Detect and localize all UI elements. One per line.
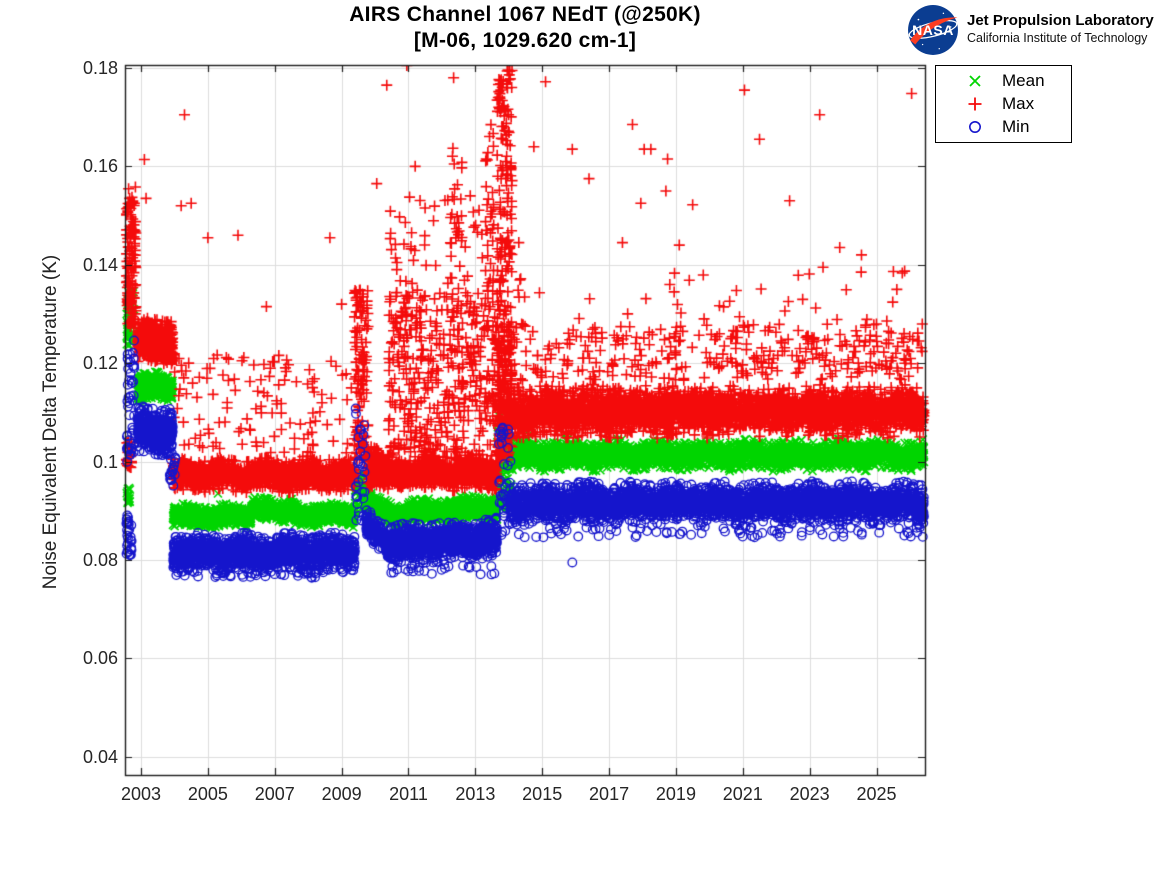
min-circle-marker-icon: [969, 120, 981, 133]
chart-title-line1: AIRS Channel 1067 NEdT (@250K): [349, 3, 701, 26]
x-tick-label: 2021: [722, 784, 763, 804]
svg-text:NASA: NASA: [912, 22, 954, 38]
x-tick-label: 2015: [522, 784, 563, 804]
legend-label-max: Max: [1002, 93, 1035, 113]
x-tick-label: 2011: [389, 784, 428, 804]
y-tick-label: 0.12: [82, 353, 118, 374]
y-tick-label: 0.04: [82, 746, 118, 767]
legend-label-min: Min: [1002, 116, 1030, 136]
x-tick-label: 2025: [856, 784, 897, 804]
chart-title: AIRS Channel 1067 NEdT (@250K) [M-06, 10…: [125, 2, 925, 54]
y-tick-label: 0.08: [82, 549, 118, 570]
legend-label-mean: Mean: [1002, 71, 1045, 91]
x-tick-label: 2023: [789, 784, 830, 804]
legend-item-max: Max: [936, 93, 1071, 115]
y-tick-label: 0.16: [82, 156, 118, 177]
max-plus-marker-icon: [968, 97, 982, 111]
y-tick-label: 0.1: [92, 451, 118, 472]
legend-item-min: Min: [936, 116, 1071, 138]
y-tick-label: 0.18: [82, 57, 118, 78]
x-tick-label: 2013: [455, 784, 496, 804]
y-tick-label: 0.06: [82, 648, 118, 669]
legend: Mean Max Min: [935, 65, 1072, 143]
x-tick-label: 2003: [121, 784, 162, 804]
legend-item-mean: Mean: [936, 70, 1071, 92]
chart-title-line2: [M-06, 1029.620 cm-1]: [413, 29, 637, 52]
jpl-subtext: California Institute of Technology: [967, 31, 1148, 45]
y-tick-label: 0.14: [82, 254, 118, 275]
x-tick-label: 2017: [589, 784, 630, 804]
x-tick-label: 2007: [254, 784, 295, 804]
y-axis-label: Noise Equivalent Delta Temperature (K): [40, 254, 61, 590]
mean-x-marker-icon: [969, 75, 981, 87]
jpl-branding: NASA Jet Propulsion Laboratory Californi…: [905, 3, 1167, 59]
x-tick-label: 2009: [321, 784, 362, 804]
x-tick-label: 2005: [187, 784, 228, 804]
jpl-wordmark: Jet Propulsion Laboratory: [967, 12, 1154, 29]
x-tick-label: 2019: [655, 784, 696, 804]
nasa-meatball-icon: NASA: [908, 5, 958, 55]
